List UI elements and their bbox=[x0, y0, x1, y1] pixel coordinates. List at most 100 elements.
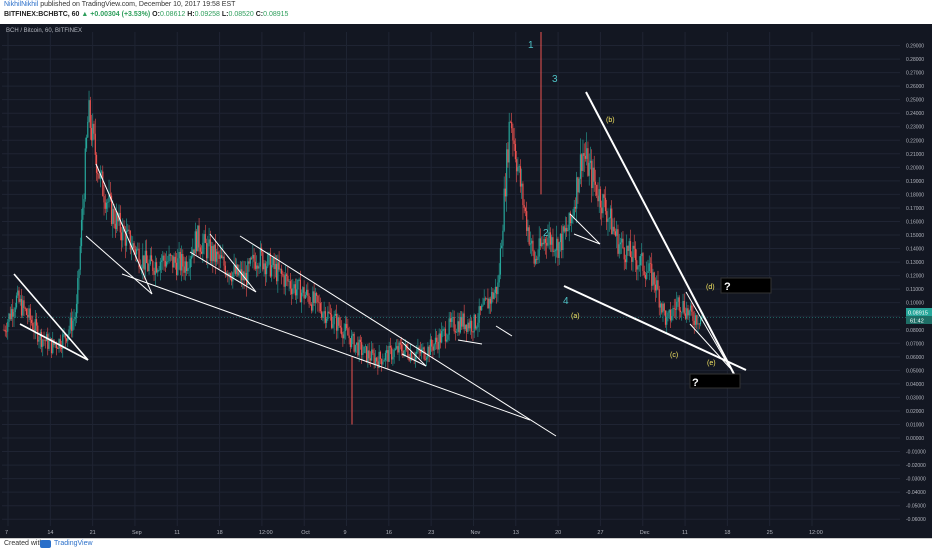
candle-body bbox=[656, 280, 658, 291]
candle-body bbox=[592, 167, 594, 189]
trendline[interactable] bbox=[685, 291, 731, 369]
candle-body bbox=[408, 357, 410, 361]
candle-body bbox=[287, 275, 289, 282]
candle-body bbox=[297, 279, 299, 290]
candle-body bbox=[152, 261, 154, 271]
candle-body bbox=[70, 317, 73, 331]
candle-body bbox=[483, 298, 485, 305]
candle-body bbox=[649, 263, 652, 264]
candle-body bbox=[361, 342, 363, 356]
trendline[interactable] bbox=[189, 251, 257, 293]
price-chart[interactable]: 0.29000 0.28000 0.27000 0.26000 0.25000 0.240… bbox=[0, 24, 932, 538]
trendline[interactable] bbox=[85, 235, 153, 295]
candle-body bbox=[391, 347, 393, 360]
wave-labels: 1 3 2 4 (a) (b) (c) (d) (e) bbox=[528, 40, 716, 367]
candle-body bbox=[347, 328, 349, 336]
candle-body bbox=[109, 193, 111, 196]
candle-body bbox=[536, 258, 538, 260]
candle-body bbox=[3, 329, 5, 331]
candle-body bbox=[294, 284, 296, 296]
candle-body bbox=[604, 197, 607, 212]
countdown-tag bbox=[906, 316, 932, 324]
candle-body bbox=[353, 333, 355, 352]
candle-body bbox=[679, 310, 682, 313]
candle-body bbox=[522, 183, 524, 205]
candle-body bbox=[42, 339, 44, 347]
candle-body bbox=[185, 261, 188, 271]
publisher-username[interactable]: NikhilNikhil bbox=[4, 1, 39, 8]
candle-body bbox=[578, 178, 580, 193]
x-tick-label: 13 bbox=[513, 530, 519, 536]
trendline[interactable] bbox=[239, 235, 557, 437]
tradingview-link[interactable]: TradingView bbox=[54, 540, 93, 547]
candle-body bbox=[254, 261, 256, 269]
candle-body bbox=[612, 226, 614, 234]
candle-body bbox=[467, 322, 469, 332]
candle-body bbox=[668, 309, 670, 313]
wave-label-4: 4 bbox=[563, 296, 569, 307]
candle-body bbox=[278, 262, 280, 270]
candle-body bbox=[263, 263, 265, 270]
candle-body bbox=[636, 260, 638, 270]
candle-body bbox=[267, 254, 269, 267]
candle-body bbox=[502, 230, 504, 246]
candle-body bbox=[60, 347, 63, 349]
candle-body bbox=[442, 329, 444, 332]
chart-area[interactable]: 0.29000 0.28000 0.27000 0.26000 0.25000 0.240… bbox=[0, 24, 932, 538]
candle-body bbox=[258, 266, 260, 269]
candle-body bbox=[652, 272, 654, 286]
candle-body bbox=[473, 314, 475, 333]
candle-body bbox=[163, 255, 165, 262]
candle-body bbox=[622, 238, 624, 248]
open-label: O: bbox=[152, 11, 160, 18]
candle-body bbox=[312, 291, 314, 311]
low-label: L: bbox=[221, 11, 229, 18]
trendline[interactable] bbox=[457, 339, 483, 345]
trendline[interactable] bbox=[689, 323, 731, 369]
candle-body bbox=[426, 357, 428, 360]
candle-body bbox=[150, 255, 153, 262]
candle-body bbox=[301, 292, 303, 303]
y-tick-label: 0.08000 bbox=[906, 328, 924, 334]
trendline[interactable] bbox=[495, 325, 513, 337]
trendline[interactable] bbox=[569, 213, 601, 245]
candle-body bbox=[506, 149, 508, 197]
trendline[interactable] bbox=[209, 233, 257, 293]
trendline[interactable] bbox=[585, 91, 735, 375]
trendline[interactable] bbox=[13, 273, 89, 361]
candle-body bbox=[603, 194, 605, 198]
candle-body bbox=[253, 254, 255, 262]
candle-body bbox=[439, 333, 442, 343]
candle-body bbox=[441, 331, 443, 343]
candle-body bbox=[302, 287, 304, 293]
time-axis[interactable]: 7 14 21 Sep 11 18 12:00 Oct 9 16 23 Nov 13 20 27 Dec 11 1… bbox=[5, 530, 823, 536]
candle-body bbox=[336, 313, 338, 331]
candle-body bbox=[24, 308, 26, 309]
candle-body bbox=[428, 346, 430, 356]
candle-body bbox=[548, 232, 550, 238]
candle-body bbox=[672, 308, 674, 317]
trendline[interactable] bbox=[19, 323, 89, 361]
trendline[interactable] bbox=[401, 353, 427, 367]
candle-body bbox=[616, 229, 618, 236]
question-box bbox=[689, 373, 741, 389]
candle-body bbox=[626, 245, 628, 263]
candle-body bbox=[307, 289, 309, 296]
candle-body bbox=[194, 231, 196, 254]
trendline[interactable] bbox=[95, 163, 153, 295]
candle-body bbox=[54, 344, 56, 345]
candle-body bbox=[403, 350, 405, 356]
candle-body bbox=[458, 321, 460, 333]
candle-body bbox=[579, 154, 582, 179]
trendline[interactable] bbox=[121, 273, 531, 421]
trendline[interactable] bbox=[401, 341, 427, 367]
candle-body bbox=[289, 281, 291, 289]
trendline[interactable] bbox=[573, 233, 601, 245]
candle-body bbox=[192, 249, 194, 257]
candle-body bbox=[252, 254, 254, 259]
candle-body bbox=[417, 347, 419, 352]
candle-body bbox=[402, 351, 404, 356]
candle-body bbox=[83, 199, 85, 208]
trendline[interactable] bbox=[563, 285, 747, 371]
question-box-lower: ? bbox=[689, 373, 741, 389]
